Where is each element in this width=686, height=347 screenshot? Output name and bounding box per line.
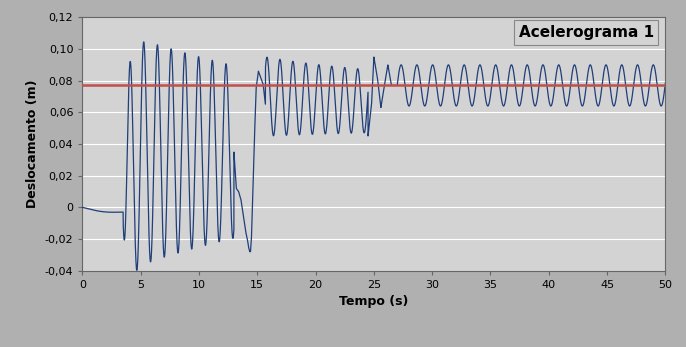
X-axis label: Tempo (s): Tempo (s) [339, 295, 409, 308]
Text: Acelerograma 1: Acelerograma 1 [519, 25, 654, 40]
Y-axis label: Deslocamento (m): Deslocamento (m) [26, 80, 39, 208]
